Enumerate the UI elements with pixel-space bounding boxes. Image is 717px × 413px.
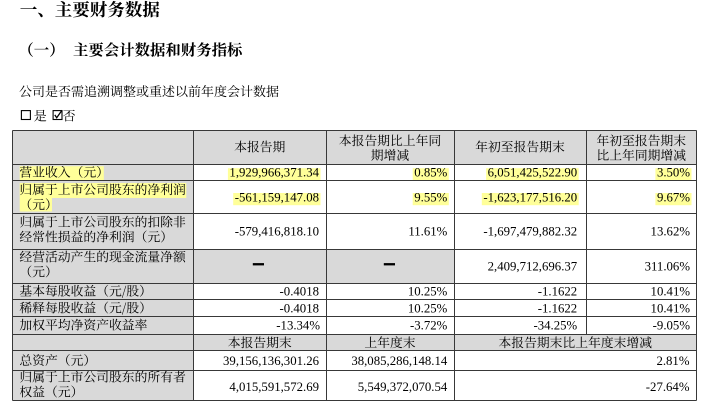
svg-text:10.25%: 10.25% xyxy=(408,301,448,315)
svg-text:11.61%: 11.61% xyxy=(408,225,447,239)
svg-text:6,051,425,522.90: 6,051,425,522.90 xyxy=(488,166,578,180)
svg-text:0.85%: 0.85% xyxy=(414,166,447,180)
svg-text:2.81%: 2.81% xyxy=(656,354,689,368)
svg-text:10.25%: 10.25% xyxy=(408,285,448,299)
svg-text:2,409,712,696.37: 2,409,712,696.37 xyxy=(488,259,578,273)
svg-text:-561,159,147.08: -561,159,147.08 xyxy=(235,191,319,205)
svg-text:38,085,286,148.14: 38,085,286,148.14 xyxy=(351,354,448,368)
svg-text:-579,416,818.10: -579,416,818.10 xyxy=(235,225,319,239)
svg-text:5,549,372,070.54: 5,549,372,070.54 xyxy=(358,380,448,394)
svg-text:10.41%: 10.41% xyxy=(651,301,691,315)
svg-text:-3.72%: -3.72% xyxy=(410,319,448,333)
svg-text:-0.4018: -0.4018 xyxy=(280,301,319,315)
svg-text:-9.05%: -9.05% xyxy=(653,319,691,333)
svg-text:-27.64%: -27.64% xyxy=(646,380,690,394)
svg-text:4,015,591,572.69: 4,015,591,572.69 xyxy=(229,380,319,394)
svg-text:-1,697,479,882.32: -1,697,479,882.32 xyxy=(483,225,577,239)
svg-text:10.41%: 10.41% xyxy=(651,285,691,299)
svg-text:-0.4018: -0.4018 xyxy=(280,285,319,299)
svg-text:-1,623,177,516.20: -1,623,177,516.20 xyxy=(483,191,577,205)
svg-text:3.50%: 3.50% xyxy=(657,166,690,180)
svg-text:-34.25%: -34.25% xyxy=(533,319,577,333)
svg-text:13.62%: 13.62% xyxy=(651,225,691,239)
svg-text:1,929,966,371.34: 1,929,966,371.34 xyxy=(229,166,319,180)
svg-text:39,156,136,301.26: 39,156,136,301.26 xyxy=(223,354,320,368)
svg-text:9.55%: 9.55% xyxy=(414,191,447,205)
svg-text:-1.1622: -1.1622 xyxy=(538,301,577,315)
svg-text:-1.1622: -1.1622 xyxy=(538,285,577,299)
svg-text:311.06%: 311.06% xyxy=(645,259,691,273)
svg-text:-13.34%: -13.34% xyxy=(276,319,320,333)
svg-text:9.67%: 9.67% xyxy=(657,191,690,205)
